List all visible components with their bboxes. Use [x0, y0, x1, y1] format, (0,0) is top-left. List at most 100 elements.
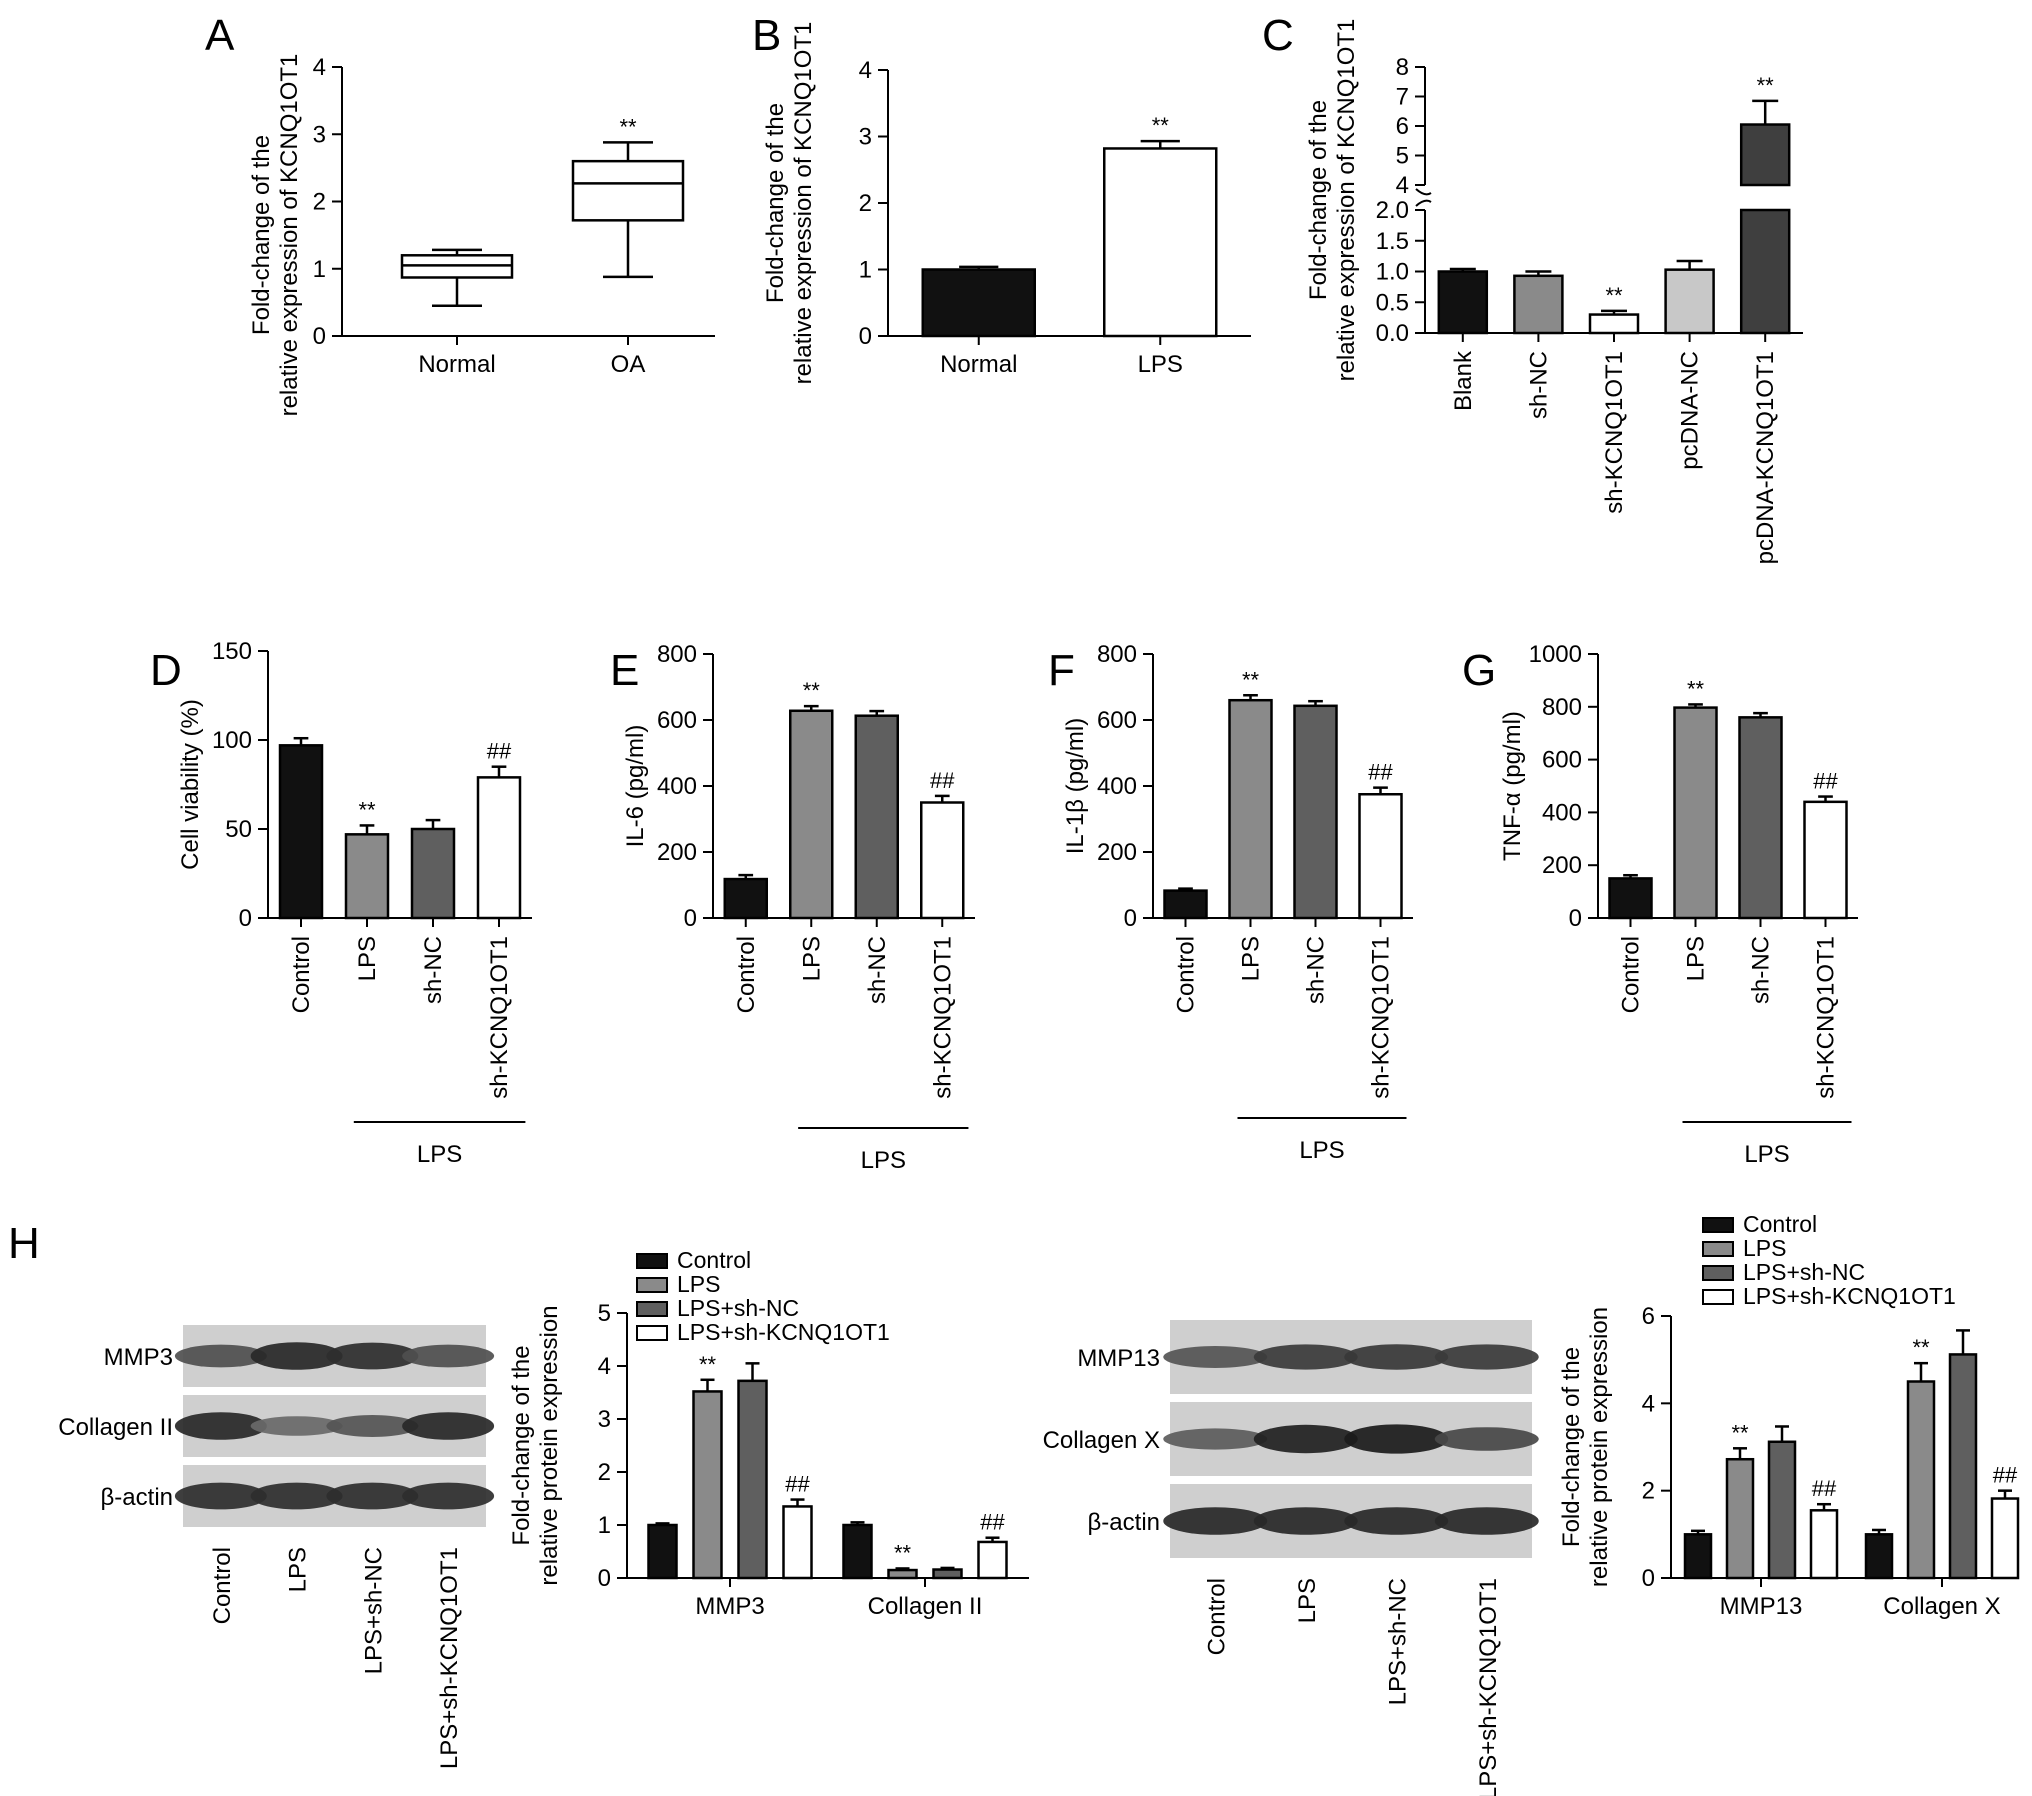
chart-panel-e: 0 200 400 600 800 IL-6 (pg/ml) Control ** LPS sh-…	[622, 641, 975, 1174]
bar-sh-nc	[410, 827, 456, 920]
blot-band	[326, 1415, 419, 1437]
y-axis-label: IL-1β (pg/ml)	[1062, 718, 1089, 855]
x-category-label: sh-KCNQ1OT1	[486, 936, 513, 1099]
panel-label-b: B	[752, 11, 781, 60]
y-axis-label: relative expression of KCNQ1OT1	[276, 54, 303, 417]
y-tick-label: 2	[598, 1459, 611, 1486]
panel-label-f: F	[1048, 646, 1075, 695]
legend-label: Control	[1743, 1211, 1817, 1237]
legend-swatch-lps-sh-kcnq1ot1	[1702, 1289, 1734, 1305]
bar-sh-kcnq1ot1	[1358, 793, 1403, 920]
x-category-label: pcDNA-KCNQ1OT1	[1752, 351, 1779, 564]
blot-band	[1344, 1424, 1449, 1454]
axis-break-mark	[1415, 199, 1432, 207]
blot-band	[174, 1344, 267, 1368]
x-category-label: OA	[611, 351, 646, 378]
x-category-label: sh-KCNQ1OT1	[1368, 936, 1395, 1099]
bar-control-collagen-x	[1864, 1533, 1894, 1580]
bar-lps	[1103, 147, 1218, 338]
panel-label-d: D	[150, 646, 182, 695]
blot-lane-label: Control	[209, 1547, 236, 1624]
significance-marker: **	[1687, 676, 1705, 701]
x-category-label: sh-NC	[420, 936, 447, 1004]
x-category-label: Control	[1173, 936, 1200, 1013]
y-tick-label: 400	[1097, 773, 1137, 800]
y-axis-label: relative expression of KCNQ1OT1	[790, 22, 817, 385]
bar-lps	[344, 833, 390, 920]
bar-lps-sh-nc-mmp3	[737, 1379, 768, 1580]
blot-band	[174, 1412, 267, 1440]
chart-panel-g: 0 200 400 600 800 1000 TNF-α (pg/ml) Control ** L…	[1499, 641, 1858, 1168]
blot-band	[174, 1482, 267, 1510]
axis-break-mark	[1415, 188, 1432, 196]
bar-sh-kcnq1ot1	[476, 776, 522, 920]
blot-band	[1434, 1427, 1539, 1451]
y-tick-label: 1.0	[1376, 259, 1409, 286]
chart-panel-a: 0 1 2 3 4 Fold-change of the relative expressi…	[248, 54, 715, 417]
y-tick-label: 200	[1097, 839, 1137, 866]
x-category-label: Control	[288, 936, 315, 1013]
blot-band	[1434, 1507, 1539, 1535]
y-axis-label: Fold-change of the	[762, 103, 789, 303]
bar-lps-sh-kcnq1ot1-mmp3	[782, 1505, 813, 1580]
x-category-label: sh-KCNQ1OT1	[1601, 351, 1628, 514]
significance-marker: **	[1912, 1335, 1930, 1360]
x-category-label: LPS	[798, 936, 825, 981]
y-axis-label: Fold-change of the	[1558, 1347, 1585, 1547]
y-tick-label: 150	[212, 638, 252, 665]
y-axis-label: TNF-α (pg/ml)	[1499, 711, 1526, 861]
legend-label: LPS	[677, 1271, 720, 1297]
significance-marker: **	[803, 678, 821, 703]
legend-label: LPS+sh-KCNQ1OT1	[677, 1319, 890, 1345]
blot-band	[1163, 1507, 1268, 1535]
blot-band	[250, 1482, 343, 1510]
y-tick-label: 0	[313, 323, 326, 350]
bar-lps-sh-nc-collagen-x	[1948, 1353, 1978, 1580]
y-tick-label: 600	[1097, 707, 1137, 734]
y-axis-label: Fold-change of the	[508, 1345, 535, 1545]
legend-swatch-lps-sh-nc	[636, 1301, 668, 1317]
y-tick-label: 2	[1642, 1478, 1655, 1505]
y-tick-label: 5	[1396, 143, 1409, 170]
significance-marker: **	[358, 797, 376, 822]
bar-lps-mmp13	[1725, 1457, 1755, 1580]
bar-lps	[1228, 698, 1273, 920]
blot-lane-label: LPS+sh-NC	[360, 1547, 387, 1674]
legend-swatch-lps-sh-nc	[1702, 1265, 1734, 1281]
significance-marker: **	[1757, 73, 1775, 98]
blot-band	[326, 1342, 419, 1370]
chart-panel-f: 0 200 400 600 800 IL-1β (pg/ml) Control ** LPS sh…	[1062, 641, 1413, 1164]
blot-row-label: MMP3	[104, 1344, 173, 1371]
blot-band	[250, 1342, 343, 1370]
x-category-label: LPS	[1683, 936, 1710, 981]
y-tick-label: 8	[1396, 54, 1409, 81]
significance-marker: ##	[930, 768, 955, 793]
significance-marker: ##	[1813, 769, 1838, 794]
x-category-label: Collagen II	[868, 1593, 983, 1620]
chart-panel-c: 0.0 0.5 1.0 1.5 2.045 67 8 Fold-change of the re…	[1305, 19, 1803, 564]
blot-band	[1344, 1344, 1449, 1370]
blot-row-label: β-actin	[1088, 1509, 1161, 1536]
blot-band	[326, 1482, 419, 1510]
y-tick-label: 4	[859, 57, 872, 84]
group-label: LPS	[1299, 1137, 1344, 1164]
bar-lps-collagen-x	[1906, 1380, 1936, 1580]
legend-swatch-control	[636, 1253, 668, 1269]
x-category-label: sh-KCNQ1OT1	[1813, 936, 1840, 1099]
y-tick-label: 5	[598, 1300, 611, 1327]
y-tick-label: 2	[859, 190, 872, 217]
blot-row-label: Collagen II	[58, 1414, 173, 1441]
y-tick-label: 200	[1542, 852, 1582, 879]
x-category-label: Control	[1618, 936, 1645, 1013]
group-label: LPS	[1744, 1141, 1789, 1168]
blot-lane-label: LPS+sh-KCNQ1OT1	[436, 1547, 463, 1769]
western-blot-left: MMP3 Collagen II β-actin Control LPS LPS+sh-N…	[58, 1325, 495, 1769]
blot-band	[1434, 1344, 1539, 1370]
bar-sh-nc	[854, 714, 899, 920]
panel-label-a: A	[205, 11, 235, 60]
blot-row-label: MMP13	[1077, 1345, 1160, 1372]
significance-marker: ##	[785, 1472, 810, 1497]
bar-normal	[921, 268, 1036, 338]
blot-band	[1163, 1346, 1268, 1368]
